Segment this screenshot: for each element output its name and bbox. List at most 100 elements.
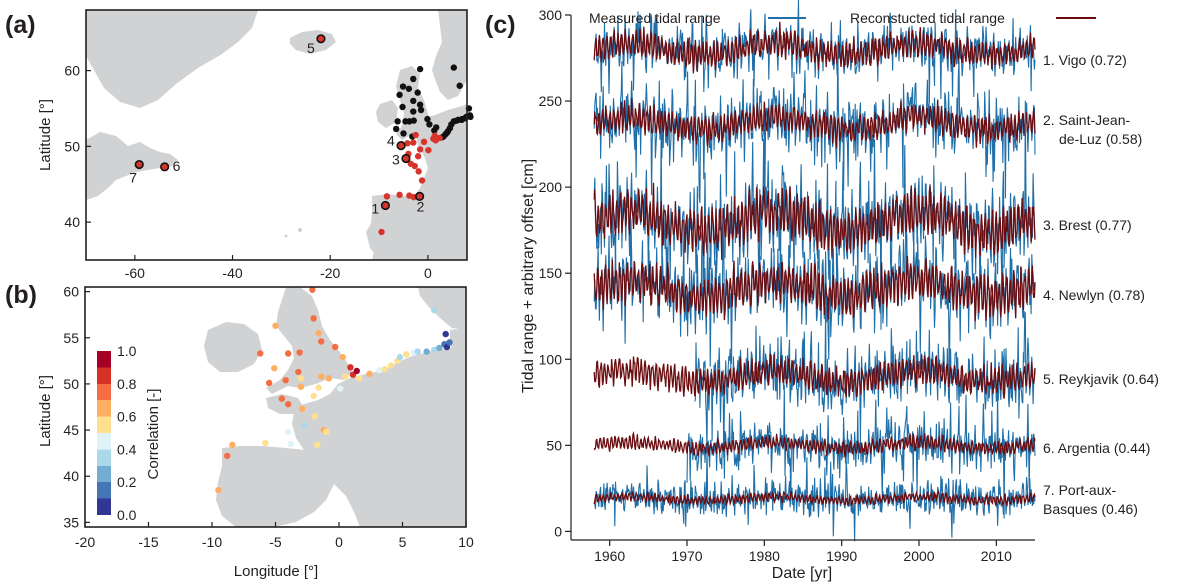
correlation-station-26	[376, 366, 383, 374]
correlation-station-15	[315, 384, 322, 391]
panel-b-xtick-label-3: -5	[269, 534, 282, 550]
colorbar-ticks: 0.0 0.2 0.4 0.6 0.8 1.0	[117, 343, 137, 523]
correlation-station-24	[353, 367, 360, 375]
panel-b-xtick-label-6: 10	[458, 534, 474, 550]
station-red-1	[383, 193, 391, 200]
station-black-34	[400, 130, 407, 137]
panel-c-ticks: 1960 1970 1980 1990 2000 2010 0 50 100 150 200 250 3…	[539, 7, 1012, 564]
panel-a-frame	[85, 9, 468, 261]
station-red-6	[415, 168, 422, 175]
series-measured-6	[593, 444, 1036, 542]
series-reconstructed-6	[593, 489, 1036, 508]
panel-a-station-labels: 1 2 3 4 5 6 7	[129, 34, 425, 216]
correlation-station-31	[403, 351, 410, 358]
correlation-station-55	[323, 428, 330, 436]
labeled-station-5	[316, 34, 326, 44]
panel-c-ytick-label-4: 200	[539, 179, 563, 195]
station-black-10	[467, 113, 474, 121]
correlation-station-50	[295, 368, 302, 376]
correlation-station-48	[257, 350, 264, 357]
panel-label-b: (b)	[5, 281, 37, 309]
correlation-station-7	[311, 413, 319, 420]
correlation-station-49	[271, 365, 278, 372]
correlation-station-45	[331, 343, 339, 351]
series-reconstructed-3	[593, 255, 1036, 322]
panel-a-stations	[378, 64, 474, 236]
correlation-station-27	[381, 365, 388, 373]
panel-a-xtick-label-3: 0	[424, 265, 432, 281]
panel-b-stations	[215, 286, 453, 494]
panel-c-xtick-label-1: 1970	[671, 548, 702, 564]
series-measured-1	[593, 45, 1036, 203]
correlation-station-13	[297, 383, 305, 390]
series-label-newlyn: 4. Newlyn (0.78)	[1043, 287, 1145, 303]
station-red-14	[410, 139, 417, 146]
correlation-station-14	[310, 392, 317, 400]
series-label-pab-line2: Basques (0.46)	[1043, 501, 1138, 517]
panel-c-series-labels: 1. Vigo (0.72) 2. Saint-Jean- de-Luz (0.…	[1043, 52, 1159, 517]
panel-a-ticks: -60 -40 -20 0 40 50 60	[64, 63, 432, 281]
correlation-station-8	[298, 405, 306, 413]
panel-c-xlabel: Date [yr]	[772, 565, 832, 582]
panel-a-ylabel: Latitude [°]	[37, 99, 54, 171]
station-red-12	[425, 146, 432, 154]
panel-b-xtick-label-1: -15	[138, 534, 158, 550]
station-black-12	[443, 129, 451, 136]
panel-b-ytick-label-3: 50	[63, 376, 79, 392]
colorbar-tick-5: 1.0	[117, 343, 137, 359]
colorbar-label: Correlation [-]	[145, 389, 162, 480]
panel-b-ytick-label-1: 40	[63, 468, 79, 484]
land-africa	[372, 250, 410, 260]
land-b-iberia	[216, 446, 334, 527]
correlation-station-46	[296, 349, 303, 356]
station-black-31	[402, 118, 409, 125]
panel-b-xtick-label-5: 5	[399, 534, 407, 550]
series-label-pab-line1: 7. Port-aux-	[1043, 482, 1116, 498]
legend-reconstructed-label: Reconstucted tidal range	[850, 10, 1005, 26]
series-reconstructed-0	[593, 21, 1036, 73]
station-black-25	[399, 83, 407, 90]
series-reconstructed-5	[593, 430, 1036, 458]
panel-b-ticks: -20 -15 -10 -5 0 5 10 35 40 45 50 55 60	[63, 284, 474, 550]
series-label-reykjavik: 5. Reykjavik (0.64)	[1043, 371, 1159, 387]
series-reconstructed-4	[593, 353, 1036, 399]
labeled-station-4	[396, 141, 406, 151]
correlation-station-53	[285, 428, 292, 436]
station-red-8	[411, 162, 418, 170]
station-black-27	[399, 103, 406, 111]
station-number-6: 6	[173, 158, 181, 174]
correlation-station-43	[315, 329, 322, 337]
correlation-station-51	[309, 286, 316, 293]
labeled-station-7	[134, 159, 144, 170]
correlation-station-34	[423, 348, 430, 355]
panel-a-xtick-label-0: -60	[125, 265, 145, 281]
correlation-station-23	[366, 370, 373, 377]
station-red-13	[420, 138, 428, 146]
station-number-2: 2	[417, 198, 425, 214]
station-red-10	[414, 153, 422, 160]
land-ireland	[376, 100, 398, 128]
station-black-39	[433, 124, 440, 131]
station-black-18	[417, 106, 425, 114]
station-black-36	[456, 82, 463, 89]
station-red-5	[418, 177, 426, 184]
station-black-26	[396, 91, 403, 99]
series-label-brest: 3. Brest (0.77)	[1043, 217, 1132, 233]
correlation-station-54	[301, 422, 308, 429]
colorbar-tick-3: 0.6	[117, 409, 137, 425]
panel-c-ytick-label-5: 250	[539, 93, 563, 109]
station-number-3: 3	[392, 151, 400, 167]
panel-a-land	[86, 10, 467, 260]
correlation-station-5	[314, 441, 321, 449]
panel-a-xtick-label-1: -40	[222, 265, 242, 281]
station-black-23	[416, 65, 424, 73]
labeled-station-6	[160, 162, 170, 172]
panel-b-land	[204, 287, 466, 527]
panel-c-ytick-label-1: 50	[546, 437, 562, 453]
station-red-0	[378, 228, 385, 236]
correlation-station-41	[431, 306, 438, 314]
station-black-16	[426, 121, 433, 128]
correlation-station-52	[272, 322, 279, 329]
correlation-station-16	[337, 385, 344, 392]
panel-b-xlabel: Longitude [°]	[234, 563, 318, 580]
